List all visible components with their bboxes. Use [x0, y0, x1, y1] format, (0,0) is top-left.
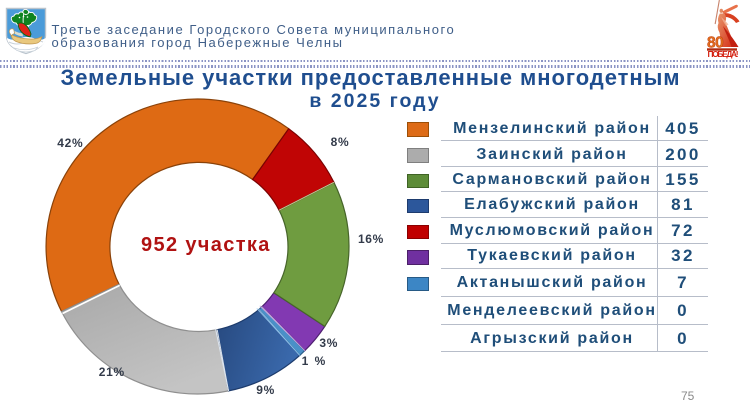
svg-text:80: 80 — [707, 35, 723, 52]
svg-text:ПОБЕДА!: ПОБЕДА! — [708, 49, 739, 59]
